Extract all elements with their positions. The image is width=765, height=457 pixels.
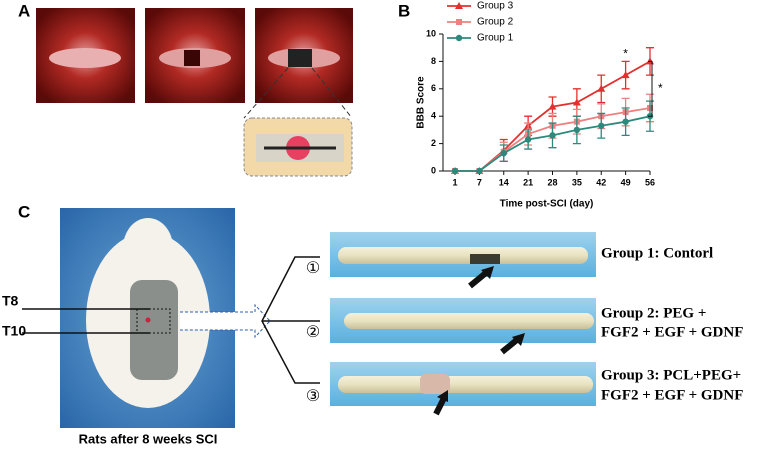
legend-label: Group 2 <box>477 17 514 28</box>
point <box>476 167 483 175</box>
chart: 0 2 4 6 8 10 1 7 14 21 28 35 42 49 56 Time post-SCI (da… <box>416 1 663 210</box>
y-axis-label: BBB Score <box>416 76 427 129</box>
roi-box <box>136 308 171 334</box>
marker-label: ① <box>306 260 320 277</box>
shaved-area <box>130 280 178 380</box>
x-tick-label: 49 <box>621 177 631 187</box>
x-tick-label: 35 <box>572 177 582 187</box>
point <box>621 71 630 79</box>
zoom-line <box>311 67 353 119</box>
point <box>572 98 581 106</box>
panel-label: B <box>398 1 410 20</box>
panel-label: A <box>18 1 30 20</box>
point <box>622 118 629 125</box>
caption: Rats after 8 weeks SCI <box>79 431 218 446</box>
point <box>597 84 606 92</box>
annotation: * <box>623 47 628 61</box>
cord <box>338 247 588 264</box>
lesion <box>420 374 450 394</box>
lesion <box>184 50 200 66</box>
level-label: T8 <box>2 293 19 309</box>
point <box>524 136 532 143</box>
x-axis-label: Time post-SCI (day) <box>500 199 594 210</box>
x-tick-label: 7 <box>477 177 482 187</box>
legend-label: Group 3 <box>477 1 514 12</box>
annotation: * <box>658 81 663 95</box>
point <box>500 149 507 157</box>
x-tick-label: 21 <box>523 177 533 187</box>
point <box>455 2 463 9</box>
panel-label: C <box>18 202 30 221</box>
point <box>451 167 459 175</box>
rat-head <box>123 218 173 278</box>
arrow <box>180 303 271 339</box>
cord <box>344 313 594 329</box>
y-tick-label: 4 <box>431 111 436 121</box>
legend-label: Group 1 <box>477 33 514 44</box>
lesion <box>470 254 500 264</box>
point <box>549 132 556 139</box>
point <box>548 102 557 110</box>
zoom-line <box>243 67 289 119</box>
pointer <box>433 396 447 416</box>
bracket <box>261 256 320 384</box>
x-tick-label: 28 <box>547 177 557 187</box>
group-label: FGF2 + EGF + GDNF <box>601 387 743 403</box>
y-tick-label: 0 <box>431 165 436 175</box>
x-tick-label: 1 <box>452 177 457 187</box>
y-tick-label: 2 <box>431 138 436 148</box>
cord-shape <box>49 48 121 68</box>
point <box>456 19 462 25</box>
scaffold <box>288 49 312 67</box>
marker-label: ③ <box>306 388 320 405</box>
group-label: Group 1: Contorl <box>601 245 713 261</box>
pointer-head <box>512 333 525 346</box>
level-label: T10 <box>2 323 26 339</box>
point <box>455 34 463 42</box>
x-tick-label: 56 <box>645 177 655 187</box>
group-label: FGF2 + EGF + GDNF <box>601 324 743 340</box>
y-tick-label: 8 <box>431 56 436 66</box>
cord <box>338 376 593 393</box>
group-label: Group 3: PCL+PEG+ <box>601 367 741 383</box>
pointer-head <box>437 390 448 402</box>
point <box>598 122 605 129</box>
pointer <box>468 269 489 289</box>
marker-label: ② <box>306 324 320 341</box>
point <box>573 126 581 134</box>
incision <box>145 317 151 323</box>
x-tick-label: 14 <box>499 177 509 187</box>
y-tick-label: 6 <box>431 83 436 93</box>
sig-bracket <box>648 60 653 117</box>
pointer-head <box>481 266 494 279</box>
panel-a-photos <box>36 8 353 177</box>
panel-c-photo <box>22 208 596 428</box>
y-tick-label: 10 <box>426 28 436 38</box>
group-label: Group 2: PEG + <box>601 305 706 321</box>
x-tick-label: 42 <box>596 177 606 187</box>
pointer <box>500 336 520 355</box>
